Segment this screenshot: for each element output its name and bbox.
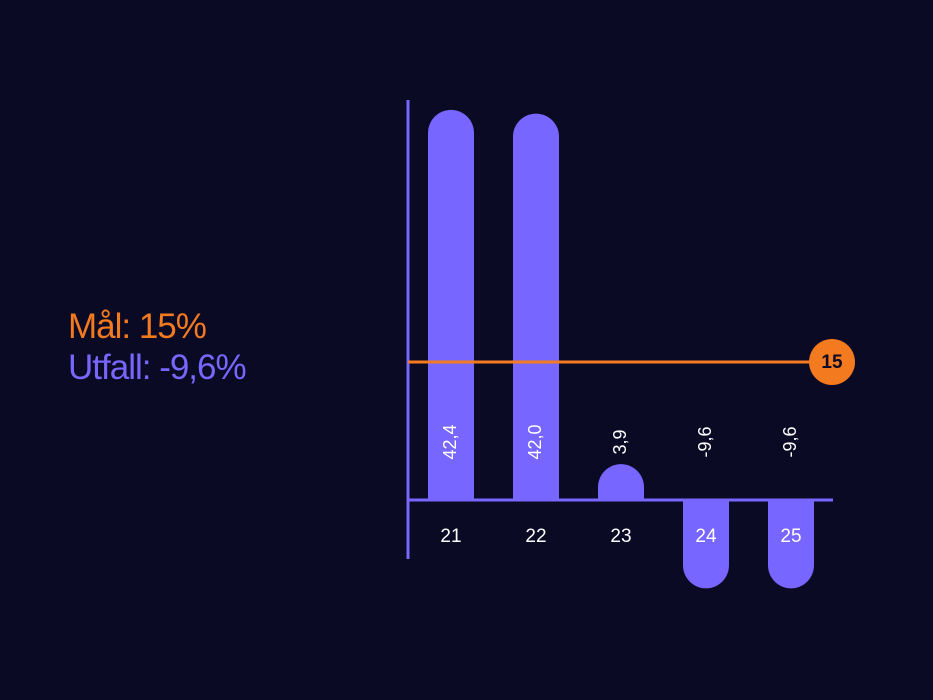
target-badge-label: 15 bbox=[821, 352, 843, 373]
category-label-25: 25 bbox=[780, 526, 801, 547]
target-badge bbox=[809, 339, 855, 385]
category-label-22: 22 bbox=[525, 526, 546, 547]
value-label-21: 42,4 bbox=[440, 424, 460, 459]
value-label-24: -9,6 bbox=[695, 426, 715, 457]
value-label-23: 3,9 bbox=[610, 429, 630, 454]
value-label-22: 42,0 bbox=[525, 424, 545, 459]
bar-22 bbox=[513, 113, 559, 500]
bar-21 bbox=[428, 109, 474, 501]
value-label-25: -9,6 bbox=[780, 426, 800, 457]
legend-actual-label: Utfall: -9,6% bbox=[68, 348, 247, 387]
legend-target-label: Mål: 15% bbox=[68, 307, 207, 346]
category-label-23: 23 bbox=[610, 526, 631, 547]
bar-25 bbox=[768, 500, 814, 589]
category-label-21: 21 bbox=[440, 526, 461, 547]
category-label-24: 24 bbox=[695, 526, 717, 547]
bar-24 bbox=[683, 500, 729, 589]
legend: Mål: 15% Utfall: -9,6% bbox=[68, 306, 247, 388]
bar-23 bbox=[598, 464, 644, 500]
